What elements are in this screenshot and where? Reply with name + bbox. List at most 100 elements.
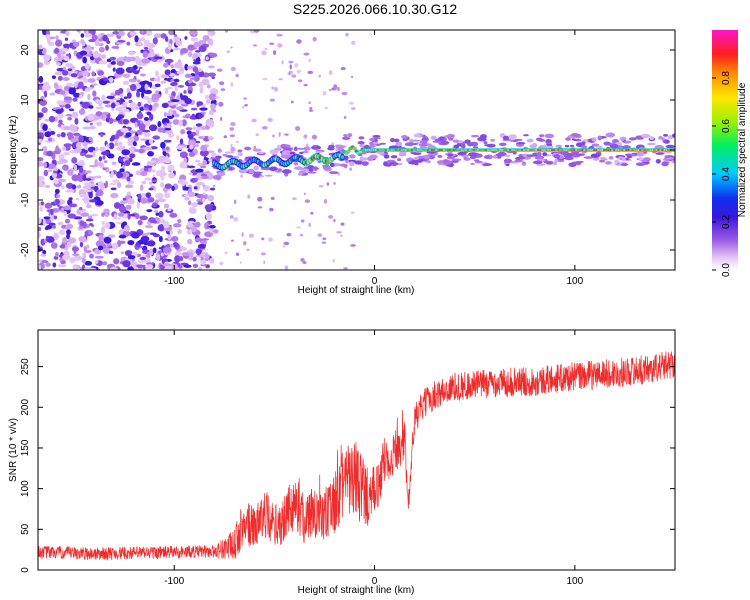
heatmap-cell [140,138,148,141]
snr-y-tick-label: 0 [20,567,31,573]
heatmap-cell [472,146,479,149]
heatmap-cell [66,132,74,137]
heatmap-cell [121,149,130,156]
heatmap-cell [197,201,203,205]
heatmap-cell [160,80,167,85]
heatmap-cell [42,123,48,131]
heatmap-cell [65,30,70,37]
heatmap-cell [390,155,398,159]
colorbar-tick-label: 0.2 [721,215,732,229]
heatmap-cell [300,219,305,223]
heatmap-cell [125,132,132,138]
heatmap-cell [140,236,150,242]
heatmap-cell [396,158,402,162]
heatmap-cell [200,144,208,152]
heatmap-cell [303,83,308,87]
heatmap-cell [122,171,126,179]
heatmap-cell [198,113,202,119]
heatmap-cell [308,101,311,105]
heatmap-cell [515,156,521,161]
heatmap-cell [583,156,594,159]
heatmap-cell [193,74,200,82]
heatmap-cell [103,160,108,164]
heatmap-cell [106,242,112,247]
heatmap-cell [423,155,430,160]
heatmap-cell [332,163,341,167]
heatmap-cell [461,154,469,158]
heatmap-cell [88,229,92,236]
heatmap-cell [307,171,317,174]
heatmap-cell [53,232,59,241]
heatmap-cell [243,241,247,246]
heatmap-cell [603,141,611,146]
heatmap-cell [312,36,317,42]
heatmap-cell [565,152,574,158]
heatmap-cell [209,39,214,46]
heatmap-cell [268,166,278,172]
heatmap-cell [164,127,172,131]
heatmap-cell [72,253,80,257]
heatmap-cell [168,30,175,36]
heatmap-cell [97,245,104,251]
heatmap-cell [486,143,496,148]
heatmap-cell [129,101,137,110]
heatmap-cell [88,222,94,226]
heatmap-cell [282,150,287,155]
snr-plot-area [38,330,675,570]
heatmap-cell [128,51,135,56]
heatmap-cell [86,204,92,209]
heatmap-cell [167,208,172,212]
heatmap-cell [94,255,104,259]
heatmap-cell [97,33,102,39]
heatmap-cell [350,244,356,247]
heatmap-cell [163,221,170,229]
heatmap-cell [208,93,217,101]
heatmap-cell [290,100,294,104]
heatmap-cell [56,160,64,165]
snr-series-line [38,351,675,561]
heatmap-cell [102,155,106,160]
heatmap-cell [60,207,65,213]
heatmap-cell [206,30,214,33]
heatmap-cell [149,248,154,256]
heatmap-cell [170,64,174,69]
heatmap-cell [537,139,546,142]
heatmap-cell [117,181,122,189]
heatmap-cell [526,138,534,143]
heatmap-cell [71,174,80,182]
heatmap-cell [162,263,172,267]
heatmap-cell [666,157,674,160]
heatmap-cell [635,162,646,167]
heatmap-cell [299,168,310,171]
heatmap-cell [336,231,342,234]
heatmap-cell [71,246,80,252]
heatmap-cell [147,197,155,203]
heatmap-cell [508,134,517,140]
heatmap-cell [62,146,67,151]
heatmap-cell [144,177,152,181]
heatmap-cell [326,182,330,186]
heatmap-cell [235,73,239,78]
heatmap-cell [89,164,99,168]
heatmap-cell [83,78,89,84]
heatmap-cell [393,138,400,143]
heatmap-cell [189,206,196,210]
heatmap-cell [261,237,265,241]
heatmap-cell [333,84,338,90]
heatmap-cell [70,73,78,78]
heatmap-cell [379,142,387,145]
heatmap-cell [94,260,99,264]
heatmap-cell [255,133,259,137]
heatmap-cell [121,107,127,113]
heatmap-cell [497,151,507,157]
heatmap-cell [323,198,328,204]
heatmap-cell [168,172,175,179]
heatmap-cell [225,30,229,33]
heatmap-cell [361,161,369,166]
heatmap-cell [58,119,63,125]
heatmap-cell [52,262,57,268]
heatmap-cell [100,133,104,138]
heatmap-cell [608,156,614,160]
heatmap-cell [184,63,189,71]
heatmap-cell [446,133,456,138]
